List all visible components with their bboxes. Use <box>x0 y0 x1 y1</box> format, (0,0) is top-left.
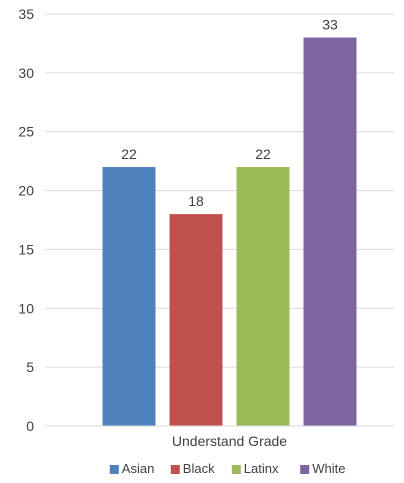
data-label-latinx: 22 <box>255 146 271 162</box>
y-axis-tick-labels: 0 5 10 15 20 25 30 35 <box>18 6 34 434</box>
data-labels: 22 18 22 33 <box>121 17 338 210</box>
legend-swatch <box>231 465 241 474</box>
legend-label: White <box>312 461 345 476</box>
legend: Asian Black Latinx White <box>109 461 345 476</box>
bar-white <box>303 37 357 427</box>
bar-asian <box>102 167 156 426</box>
y-tick-label: 0 <box>26 418 34 434</box>
bars <box>102 37 357 427</box>
y-tick-label: 30 <box>18 65 34 81</box>
data-label-asian: 22 <box>121 146 137 162</box>
y-tick-label: 10 <box>18 300 34 316</box>
y-tick-label: 5 <box>26 359 34 375</box>
legend-item-white: White <box>300 461 345 476</box>
legend-label: Black <box>183 461 215 476</box>
y-tick-label: 25 <box>18 124 34 140</box>
y-tick-label: 15 <box>18 241 34 257</box>
legend-swatch <box>170 465 180 474</box>
legend-label: Latinx <box>244 461 279 476</box>
legend-item-black: Black <box>170 461 215 476</box>
data-label-black: 18 <box>188 193 204 209</box>
x-category-label: Understand Grade <box>172 433 287 449</box>
legend-label: Asian <box>122 461 155 476</box>
bar-latinx <box>236 167 290 426</box>
legend-swatch <box>109 465 119 474</box>
data-label-white: 33 <box>322 17 338 33</box>
bar-black <box>169 214 223 426</box>
y-tick-label: 20 <box>18 183 34 199</box>
legend-swatch <box>300 465 310 474</box>
y-tick-label: 35 <box>18 6 34 22</box>
legend-item-latinx: Latinx <box>231 461 279 476</box>
legend-item-asian: Asian <box>109 461 155 476</box>
